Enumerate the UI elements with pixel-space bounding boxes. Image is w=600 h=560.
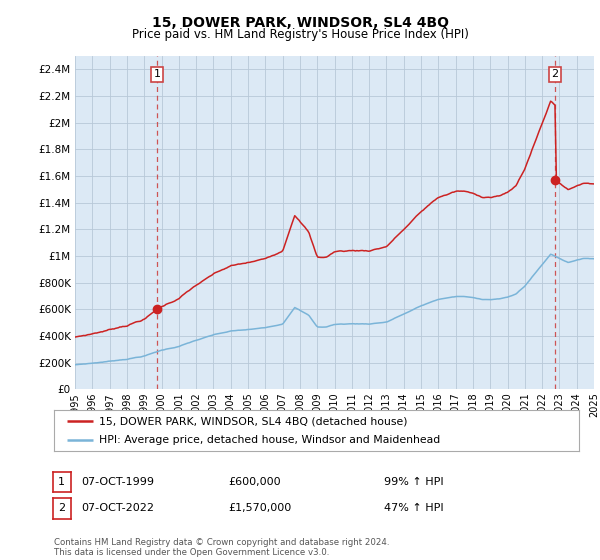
Text: 47% ↑ HPI: 47% ↑ HPI <box>384 503 443 514</box>
Text: Contains HM Land Registry data © Crown copyright and database right 2024.
This d: Contains HM Land Registry data © Crown c… <box>54 538 389 557</box>
Text: 99% ↑ HPI: 99% ↑ HPI <box>384 477 443 487</box>
Text: Price paid vs. HM Land Registry's House Price Index (HPI): Price paid vs. HM Land Registry's House … <box>131 28 469 41</box>
Text: HPI: Average price, detached house, Windsor and Maidenhead: HPI: Average price, detached house, Wind… <box>98 435 440 445</box>
Text: 15, DOWER PARK, WINDSOR, SL4 4BQ (detached house): 15, DOWER PARK, WINDSOR, SL4 4BQ (detach… <box>98 417 407 426</box>
Text: 07-OCT-1999: 07-OCT-1999 <box>82 477 155 487</box>
Text: 2: 2 <box>58 503 65 514</box>
Text: 1: 1 <box>154 69 161 80</box>
Text: 1: 1 <box>58 477 65 487</box>
Text: 2: 2 <box>551 69 559 80</box>
Text: £1,570,000: £1,570,000 <box>228 503 291 514</box>
Text: £600,000: £600,000 <box>228 477 281 487</box>
Text: 15, DOWER PARK, WINDSOR, SL4 4BQ: 15, DOWER PARK, WINDSOR, SL4 4BQ <box>151 16 449 30</box>
Text: 07-OCT-2022: 07-OCT-2022 <box>82 503 155 514</box>
